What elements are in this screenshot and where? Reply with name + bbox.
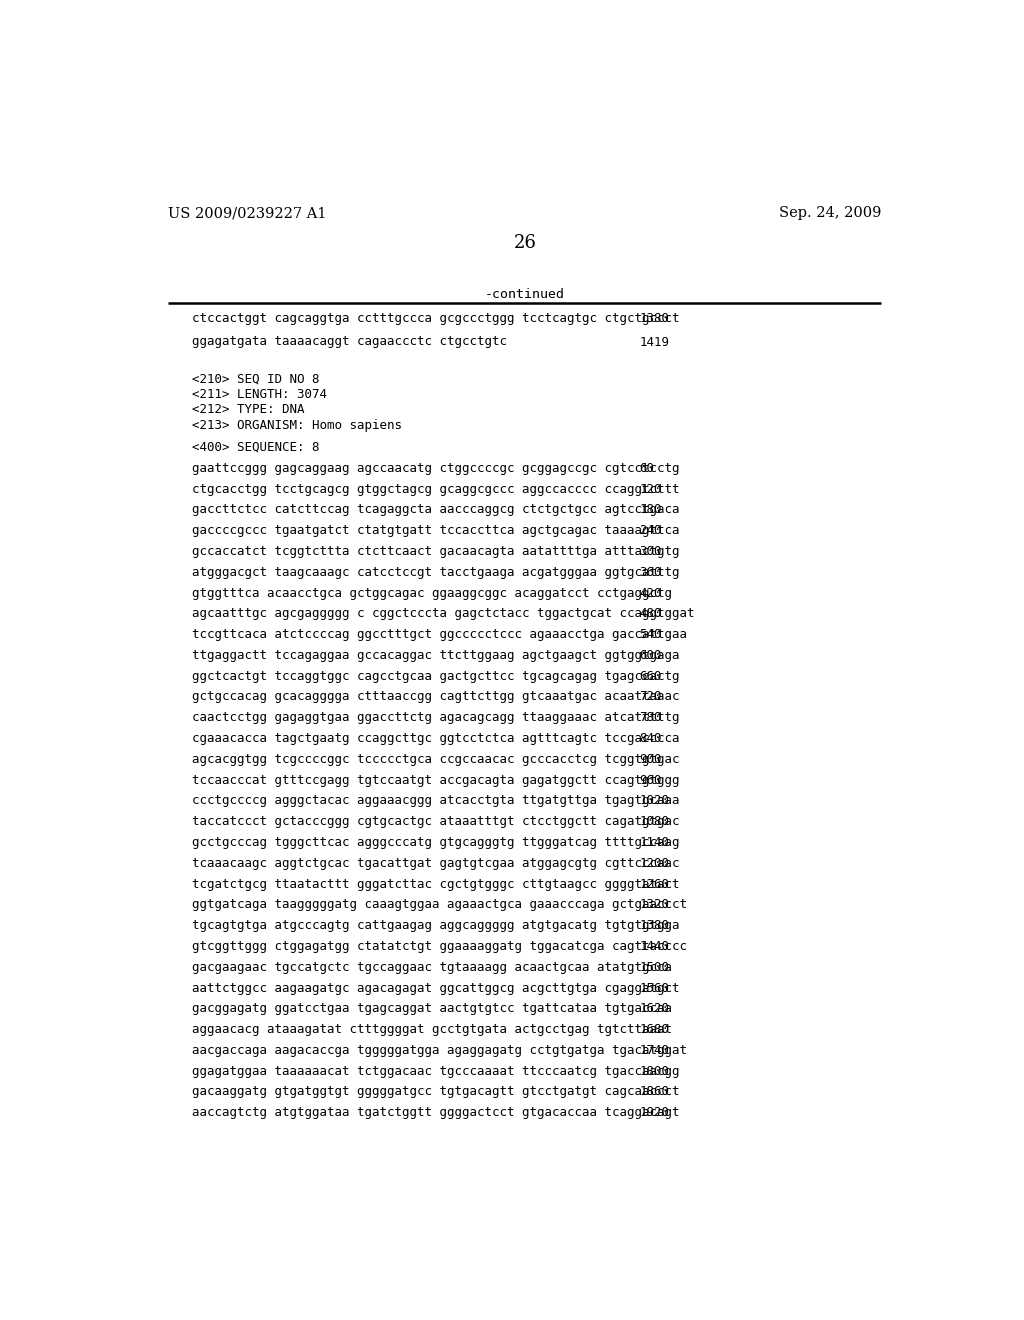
Text: 420: 420 xyxy=(640,586,662,599)
Text: tccaacccat gtttccgagg tgtccaatgt accgacagta gagatggctt ccagtgtggg: tccaacccat gtttccgagg tgtccaatgt accgaca… xyxy=(191,774,679,787)
Text: gctgccacag gcacagggga ctttaaccgg cagttcttgg gtcaaatgac acaattaaac: gctgccacag gcacagggga ctttaaccgg cagttct… xyxy=(191,690,679,704)
Text: 1080: 1080 xyxy=(640,816,670,828)
Text: gccaccatct tcggtcttta ctcttcaact gacaacagta aatattttga atttactgtg: gccaccatct tcggtcttta ctcttcaact gacaaca… xyxy=(191,545,679,558)
Text: tcgatctgcg ttaatacttt gggatcttac cgctgtgggc cttgtaagcc ggggtatact: tcgatctgcg ttaatacttt gggatcttac cgctgtg… xyxy=(191,878,679,891)
Text: 120: 120 xyxy=(640,483,662,495)
Text: 900: 900 xyxy=(640,752,662,766)
Text: 1020: 1020 xyxy=(640,795,670,808)
Text: 300: 300 xyxy=(640,545,662,558)
Text: caactcctgg gagaggtgaa ggaccttctg agacagcagg ttaaggaaac atcatttttg: caactcctgg gagaggtgaa ggaccttctg agacagc… xyxy=(191,711,679,725)
Text: <213> ORGANISM: Homo sapiens: <213> ORGANISM: Homo sapiens xyxy=(191,418,401,432)
Text: 600: 600 xyxy=(640,649,662,661)
Text: gtcggttggg ctggagatgg ctatatctgt ggaaaaggatg tggacatcga cagttacccc: gtcggttggg ctggagatgg ctatatctgt ggaaaag… xyxy=(191,940,686,953)
Text: 660: 660 xyxy=(640,669,662,682)
Text: 1800: 1800 xyxy=(640,1065,670,1077)
Text: -continued: -continued xyxy=(484,288,565,301)
Text: agcaatttgc agcgaggggg c cggctcccta gagctctacc tggactgcat ccaggtggat: agcaatttgc agcgaggggg c cggctcccta gagct… xyxy=(191,607,694,620)
Text: 180: 180 xyxy=(640,503,662,516)
Text: gaattccggg gagcaggaag agccaacatg ctggccccgc gcggagccgc cgtcctcctg: gaattccggg gagcaggaag agccaacatg ctggccc… xyxy=(191,462,679,475)
Text: 1419: 1419 xyxy=(640,335,670,348)
Text: ggctcactgt tccaggtggc cagcctgcaa gactgcttcc tgcagcagag tgagccactg: ggctcactgt tccaggtggc cagcctgcaa gactgct… xyxy=(191,669,679,682)
Text: 1320: 1320 xyxy=(640,899,670,911)
Text: 240: 240 xyxy=(640,524,662,537)
Text: 1200: 1200 xyxy=(640,857,670,870)
Text: gaccccgccc tgaatgatct ctatgtgatt tccaccttca agctgcagac taaaagttca: gaccccgccc tgaatgatct ctatgtgatt tccacct… xyxy=(191,524,679,537)
Text: tcaaacaagc aggtctgcac tgacattgat gagtgtcgaa atggagcgtg cgttcccaac: tcaaacaagc aggtctgcac tgacattgat gagtgtc… xyxy=(191,857,679,870)
Text: ttgaggactt tccagaggaa gccacaggac ttcttggaag agctgaagct ggtggtgaga: ttgaggactt tccagaggaa gccacaggac ttcttgg… xyxy=(191,649,679,661)
Text: 1920: 1920 xyxy=(640,1106,670,1119)
Text: aacgaccaga aagacaccga tgggggatgga agaggagatg cctgtgatga tgacatggat: aacgaccaga aagacaccga tgggggatgga agagga… xyxy=(191,1044,686,1057)
Text: aaccagtctg atgtggataa tgatctggtt ggggactcct gtgacaccaa tcaggacagt: aaccagtctg atgtggataa tgatctggtt ggggact… xyxy=(191,1106,679,1119)
Text: ccctgccccg agggctacac aggaaacggg atcacctgta ttgatgttga tgagtgcaaa: ccctgccccg agggctacac aggaaacggg atcacct… xyxy=(191,795,679,808)
Text: gaccttctcc catcttccag tcagaggcta aacccaggcg ctctgctgcc agtcctgaca: gaccttctcc catcttccag tcagaggcta aacccag… xyxy=(191,503,679,516)
Text: cgaaacacca tagctgaatg ccaggcttgc ggtcctctca agtttcagtc tccgacccca: cgaaacacca tagctgaatg ccaggcttgc ggtcctc… xyxy=(191,733,679,744)
Text: ctccactggt cagcaggtga cctttgccca gcgccctggg tcctcagtgc ctgctgccct: ctccactggt cagcaggtga cctttgccca gcgccct… xyxy=(191,313,679,326)
Text: 840: 840 xyxy=(640,733,662,744)
Text: taccatccct gctacccggg cgtgcactgc ataaatttgt ctcctggctt cagatgtgac: taccatccct gctacccggg cgtgcactgc ataaatt… xyxy=(191,816,679,828)
Text: 1680: 1680 xyxy=(640,1023,670,1036)
Text: atgggacgct taagcaaagc catcctccgt tacctgaaga acgatgggaa ggtgcatttg: atgggacgct taagcaaagc catcctccgt tacctga… xyxy=(191,566,679,578)
Text: <212> TYPE: DNA: <212> TYPE: DNA xyxy=(191,404,304,416)
Text: gcctgcccag tgggcttcac agggcccatg gtgcagggtg ttgggatcag ttttgccaag: gcctgcccag tgggcttcac agggcccatg gtgcagg… xyxy=(191,836,679,849)
Text: gtggtttca acaacctgca gctggcagac ggaaggcggc acaggatcct cctgaggctg: gtggtttca acaacctgca gctggcagac ggaaggcg… xyxy=(191,586,672,599)
Text: 1260: 1260 xyxy=(640,878,670,891)
Text: <211> LENGTH: 3074: <211> LENGTH: 3074 xyxy=(191,388,327,401)
Text: gacaaggatg gtgatggtgt gggggatgcc tgtgacagtt gtcctgatgt cagcaaccct: gacaaggatg gtgatggtgt gggggatgcc tgtgaca… xyxy=(191,1085,679,1098)
Text: 780: 780 xyxy=(640,711,662,725)
Text: 60: 60 xyxy=(640,462,654,475)
Text: aattctggcc aagaagatgc agacagagat ggcattggcg acgcttgtga cgaggatgct: aattctggcc aagaagatgc agacagagat ggcattg… xyxy=(191,982,679,994)
Text: 26: 26 xyxy=(513,234,537,252)
Text: <210> SEQ ID NO 8: <210> SEQ ID NO 8 xyxy=(191,372,319,385)
Text: 960: 960 xyxy=(640,774,662,787)
Text: 360: 360 xyxy=(640,566,662,578)
Text: 1380: 1380 xyxy=(640,919,670,932)
Text: 1380: 1380 xyxy=(640,313,670,326)
Text: 1740: 1740 xyxy=(640,1044,670,1057)
Text: Sep. 24, 2009: Sep. 24, 2009 xyxy=(779,206,882,220)
Text: 1440: 1440 xyxy=(640,940,670,953)
Text: 1560: 1560 xyxy=(640,982,670,994)
Text: 1860: 1860 xyxy=(640,1085,670,1098)
Text: ctgcacctgg tcctgcagcg gtggctagcg gcaggcgccc aggccacccc ccaggtcttt: ctgcacctgg tcctgcagcg gtggctagcg gcaggcg… xyxy=(191,483,679,495)
Text: agcacggtgg tcgccccggc tccccctgca ccgccaacac gcccacctcg tcggtgtgac: agcacggtgg tcgccccggc tccccctgca ccgccaa… xyxy=(191,752,679,766)
Text: gacgaagaac tgccatgctc tgccaggaac tgtaaaagg acaactgcaa atatgtgcca: gacgaagaac tgccatgctc tgccaggaac tgtaaaa… xyxy=(191,961,672,974)
Text: ggtgatcaga taagggggatg caaagtggaa agaaactgca gaaacccaga gctgaaccct: ggtgatcaga taagggggatg caaagtggaa agaaac… xyxy=(191,899,686,911)
Text: gacggagatg ggatcctgaa tgagcaggat aactgtgtcc tgattcataa tgtgaccaa: gacggagatg ggatcctgaa tgagcaggat aactgtg… xyxy=(191,1002,672,1015)
Text: ggagatggaa taaaaaacat tctggacaac tgcccaaaat ttcccaatcg tgaccaacgg: ggagatggaa taaaaaacat tctggacaac tgcccaa… xyxy=(191,1065,679,1077)
Text: 480: 480 xyxy=(640,607,662,620)
Text: US 2009/0239227 A1: US 2009/0239227 A1 xyxy=(168,206,327,220)
Text: aggaacacg ataaagatat ctttggggat gcctgtgata actgcctgag tgtcttaaat: aggaacacg ataaagatat ctttggggat gcctgtga… xyxy=(191,1023,672,1036)
Text: 1620: 1620 xyxy=(640,1002,670,1015)
Text: tccgttcaca atctccccag ggcctttgct ggccccctccc agaaacctga gaccattgaa: tccgttcaca atctccccag ggcctttgct ggccccc… xyxy=(191,628,686,642)
Text: 540: 540 xyxy=(640,628,662,642)
Text: <400> SEQUENCE: 8: <400> SEQUENCE: 8 xyxy=(191,441,319,453)
Text: 1140: 1140 xyxy=(640,836,670,849)
Text: 1500: 1500 xyxy=(640,961,670,974)
Text: ggagatgata taaaacaggt cagaaccctc ctgcctgtc: ggagatgata taaaacaggt cagaaccctc ctgcctg… xyxy=(191,335,507,348)
Text: 720: 720 xyxy=(640,690,662,704)
Text: tgcagtgtga atgcccagtg cattgaagag aggcaggggg atgtgacatg tgtgtgtgga: tgcagtgtga atgcccagtg cattgaagag aggcagg… xyxy=(191,919,679,932)
